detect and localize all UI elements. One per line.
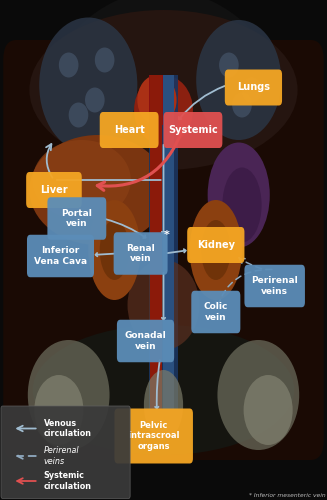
FancyBboxPatch shape	[244, 265, 305, 307]
Text: Perirenal
veins: Perirenal veins	[43, 446, 79, 466]
Ellipse shape	[137, 75, 177, 125]
FancyArrowPatch shape	[162, 273, 165, 320]
Ellipse shape	[208, 142, 270, 248]
Ellipse shape	[88, 200, 141, 300]
FancyBboxPatch shape	[3, 40, 324, 460]
FancyBboxPatch shape	[225, 70, 282, 106]
Ellipse shape	[33, 140, 131, 220]
FancyBboxPatch shape	[164, 112, 222, 148]
FancyArrowPatch shape	[155, 360, 160, 408]
Text: Venous
circulation: Venous circulation	[43, 419, 92, 438]
Text: * Inferior mesenteric vein: * Inferior mesenteric vein	[249, 493, 325, 498]
Ellipse shape	[28, 340, 110, 450]
Ellipse shape	[242, 78, 262, 102]
Text: Renal
vein: Renal vein	[126, 244, 155, 263]
Bar	[149, 75, 178, 410]
Text: Systemic: Systemic	[168, 125, 218, 135]
Ellipse shape	[33, 325, 294, 455]
Ellipse shape	[134, 75, 193, 145]
Ellipse shape	[8, 0, 319, 440]
FancyBboxPatch shape	[191, 290, 240, 333]
Ellipse shape	[222, 168, 262, 242]
FancyBboxPatch shape	[187, 227, 245, 263]
Ellipse shape	[201, 220, 231, 280]
Text: Gonadal
vein: Gonadal vein	[125, 332, 166, 350]
FancyArrowPatch shape	[162, 145, 165, 234]
FancyBboxPatch shape	[114, 232, 167, 275]
Ellipse shape	[95, 48, 114, 72]
Text: Pelvic
intrascroal
organs: Pelvic intrascroal organs	[128, 421, 180, 451]
FancyArrowPatch shape	[179, 86, 225, 120]
Text: Kidney: Kidney	[197, 240, 235, 250]
Ellipse shape	[244, 375, 293, 445]
Ellipse shape	[128, 260, 199, 350]
Text: Portal
vein: Portal vein	[61, 209, 92, 228]
FancyArrowPatch shape	[106, 219, 146, 238]
Text: Colic
vein: Colic vein	[204, 302, 228, 322]
FancyBboxPatch shape	[114, 408, 193, 464]
Ellipse shape	[190, 200, 242, 300]
Ellipse shape	[85, 88, 105, 112]
Text: *: *	[164, 230, 170, 240]
FancyBboxPatch shape	[47, 198, 106, 240]
Ellipse shape	[59, 52, 78, 78]
FancyArrowPatch shape	[167, 249, 186, 253]
Ellipse shape	[34, 375, 83, 445]
Ellipse shape	[232, 92, 252, 118]
Ellipse shape	[100, 220, 129, 280]
FancyBboxPatch shape	[1, 406, 130, 498]
Text: Lungs: Lungs	[237, 82, 270, 92]
FancyBboxPatch shape	[100, 112, 159, 148]
Text: Systemic
circulation: Systemic circulation	[43, 472, 92, 490]
Ellipse shape	[219, 52, 239, 78]
FancyBboxPatch shape	[27, 235, 94, 277]
Bar	[149, 75, 165, 125]
Bar	[163, 75, 174, 410]
Text: Heart: Heart	[114, 125, 145, 135]
FancyBboxPatch shape	[26, 172, 82, 208]
Ellipse shape	[196, 20, 281, 140]
Bar	[150, 75, 162, 410]
Ellipse shape	[29, 135, 167, 245]
FancyBboxPatch shape	[117, 320, 174, 362]
Text: Perirenal
veins: Perirenal veins	[251, 276, 298, 295]
Ellipse shape	[69, 102, 88, 128]
Ellipse shape	[29, 10, 298, 170]
Ellipse shape	[39, 18, 137, 152]
Text: Liver: Liver	[40, 185, 68, 195]
FancyArrowPatch shape	[95, 253, 114, 256]
Ellipse shape	[144, 370, 183, 440]
Ellipse shape	[217, 340, 299, 450]
Text: Inferior
Vena Cava: Inferior Vena Cava	[34, 246, 87, 266]
